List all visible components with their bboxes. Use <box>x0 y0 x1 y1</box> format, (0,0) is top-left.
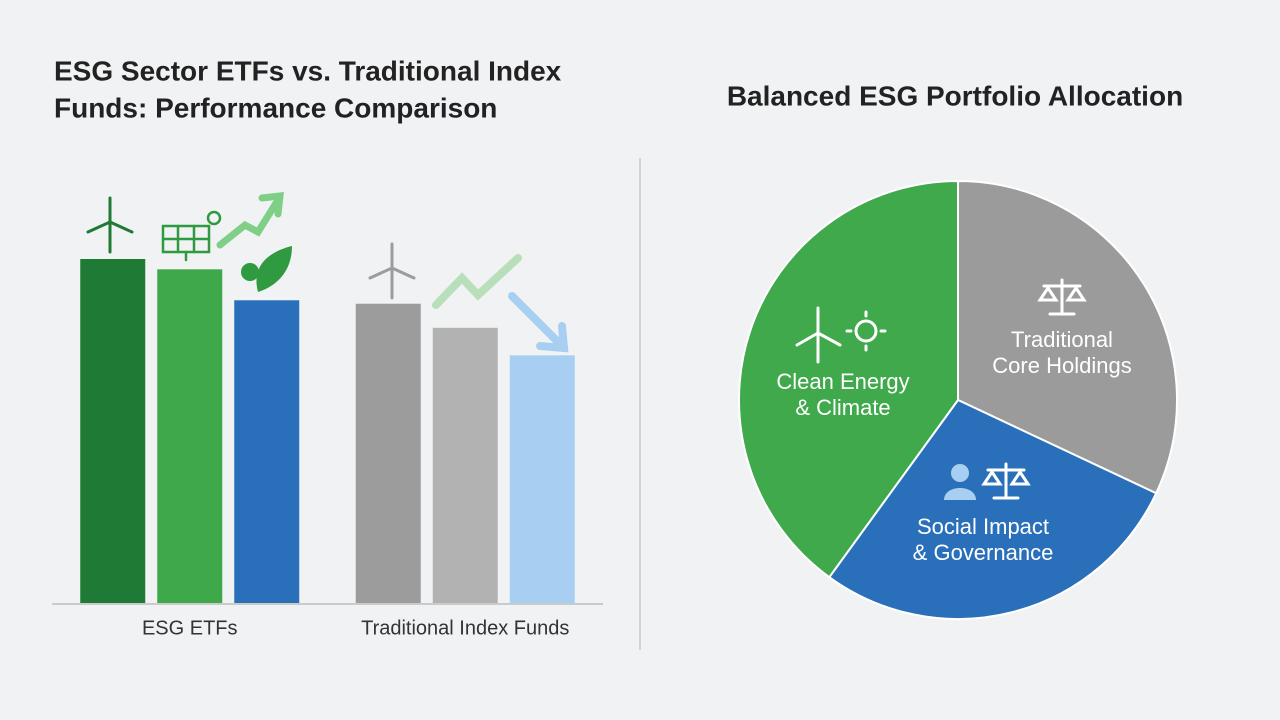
slice-label: & Governance <box>913 540 1054 565</box>
icons <box>86 192 1087 500</box>
bar <box>355 303 421 603</box>
bar <box>509 355 575 603</box>
bar <box>432 327 498 603</box>
slice-label: Traditional <box>1011 327 1113 352</box>
x-tick-label: ESG ETFs <box>142 617 238 639</box>
slice-label: Core Holdings <box>992 353 1131 378</box>
bar <box>157 269 223 603</box>
pie-slice <box>827 398 1158 620</box>
slice-label: & Climate <box>795 395 890 420</box>
bar-title: Funds: Performance Comparison <box>54 92 497 123</box>
bar <box>234 300 300 603</box>
bar-title: ESG Sector ETFs vs. Traditional Index <box>54 55 562 86</box>
pie-title: Balanced ESG Portfolio Allocation <box>727 80 1183 111</box>
slice-label: Social Impact <box>917 514 1049 539</box>
slice-label: Clean Energy <box>776 369 909 394</box>
x-tick-label: Traditional Index Funds <box>361 617 569 639</box>
pie-slice <box>957 179 1178 495</box>
bar <box>80 259 146 603</box>
pie-slice <box>738 179 959 579</box>
